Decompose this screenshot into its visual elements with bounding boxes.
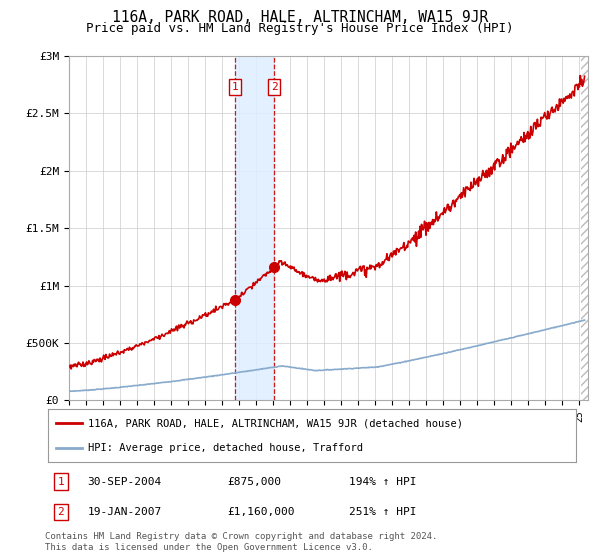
Text: 2: 2 [58, 507, 64, 517]
Text: 1: 1 [232, 82, 238, 92]
Text: Price paid vs. HM Land Registry's House Price Index (HPI): Price paid vs. HM Land Registry's House … [86, 22, 514, 35]
Text: 251% ↑ HPI: 251% ↑ HPI [349, 507, 416, 517]
Text: Contains HM Land Registry data © Crown copyright and database right 2024.: Contains HM Land Registry data © Crown c… [45, 532, 437, 541]
Text: 1: 1 [58, 477, 64, 487]
Text: £1,160,000: £1,160,000 [227, 507, 295, 517]
Text: £875,000: £875,000 [227, 477, 281, 487]
Text: 116A, PARK ROAD, HALE, ALTRINCHAM, WA15 9JR (detached house): 116A, PARK ROAD, HALE, ALTRINCHAM, WA15 … [88, 418, 463, 428]
Text: HPI: Average price, detached house, Trafford: HPI: Average price, detached house, Traf… [88, 442, 362, 452]
Text: 30-SEP-2004: 30-SEP-2004 [88, 477, 162, 487]
Bar [235, 56, 274, 400]
Text: 194% ↑ HPI: 194% ↑ HPI [349, 477, 416, 487]
Text: This data is licensed under the Open Government Licence v3.0.: This data is licensed under the Open Gov… [45, 543, 373, 552]
Text: 116A, PARK ROAD, HALE, ALTRINCHAM, WA15 9JR: 116A, PARK ROAD, HALE, ALTRINCHAM, WA15 … [112, 10, 488, 25]
Text: 19-JAN-2007: 19-JAN-2007 [88, 507, 162, 517]
Text: 2: 2 [271, 82, 277, 92]
